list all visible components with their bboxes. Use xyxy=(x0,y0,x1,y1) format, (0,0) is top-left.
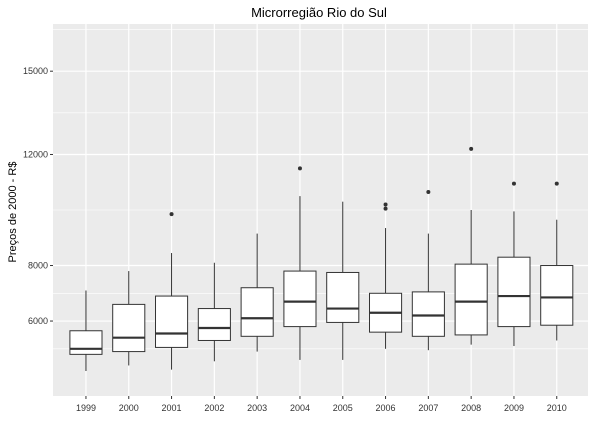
box-body xyxy=(112,303,146,353)
y-tick-label: 15000 xyxy=(23,66,48,76)
x-tick-label: 2002 xyxy=(204,403,224,413)
x-tick-label: 2009 xyxy=(504,403,524,413)
y-tick-layer: 6000 8000 12000 15000 xyxy=(23,66,53,326)
box-body xyxy=(69,330,103,355)
y-tick-label: 12000 xyxy=(23,149,48,159)
box-2009 xyxy=(497,181,531,347)
box-body xyxy=(411,291,445,337)
x-tick-label: 2004 xyxy=(290,403,310,413)
outlier-point xyxy=(469,146,474,151)
outlier-point xyxy=(383,202,388,207)
box-2007 xyxy=(411,189,445,351)
outlier-point xyxy=(169,212,174,217)
box-2010 xyxy=(540,181,574,341)
box-body xyxy=(283,270,317,328)
box-2001 xyxy=(155,212,189,370)
outlier-point xyxy=(383,206,388,211)
box-2003 xyxy=(240,233,274,352)
box-2005 xyxy=(326,201,360,360)
box-body xyxy=(540,265,574,326)
x-tick-label: 2010 xyxy=(547,403,567,413)
box-2002 xyxy=(197,262,231,362)
box-body xyxy=(326,271,360,323)
x-tick-label: 2001 xyxy=(162,403,182,413)
x-tick-label: 2003 xyxy=(247,403,267,413)
box-body xyxy=(197,308,231,341)
box-2004 xyxy=(283,166,317,360)
box-body xyxy=(155,295,189,348)
box-body xyxy=(454,263,488,336)
x-tick-label: 2000 xyxy=(119,403,139,413)
chart-title: Microrregião Rio do Sul xyxy=(251,5,387,20)
box-layer xyxy=(69,146,574,372)
box-2006 xyxy=(369,202,403,349)
x-tick-label: 2007 xyxy=(418,403,438,413)
y-axis-label: Preços de 2000 - R$ xyxy=(7,162,19,263)
box-2000 xyxy=(112,271,146,366)
x-tick-label: 2005 xyxy=(333,403,353,413)
box-body xyxy=(240,287,274,337)
y-tick-label: 8000 xyxy=(28,261,48,271)
box-1999 xyxy=(69,290,103,372)
outlier-point xyxy=(511,181,516,186)
outlier-point xyxy=(297,166,302,171)
x-tick-layer: 1999 2000 2001 2002 2003 2004 2005 2006 2007 2008… xyxy=(76,396,567,413)
y-tick-label: 6000 xyxy=(28,316,48,326)
x-tick-label: 2008 xyxy=(461,403,481,413)
outlier-point xyxy=(554,181,559,186)
box-2008 xyxy=(454,146,488,345)
x-tick-label: 2006 xyxy=(376,403,396,413)
box-body xyxy=(497,256,531,328)
x-tick-label: 1999 xyxy=(76,403,96,413)
outlier-point xyxy=(426,189,431,194)
